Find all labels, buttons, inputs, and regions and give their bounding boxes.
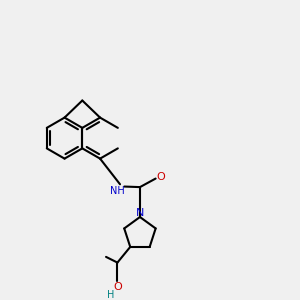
Text: N: N [136, 208, 144, 218]
Text: H: H [106, 290, 114, 300]
Text: NH: NH [110, 186, 124, 197]
Text: O: O [156, 172, 165, 182]
Text: O: O [113, 282, 122, 292]
